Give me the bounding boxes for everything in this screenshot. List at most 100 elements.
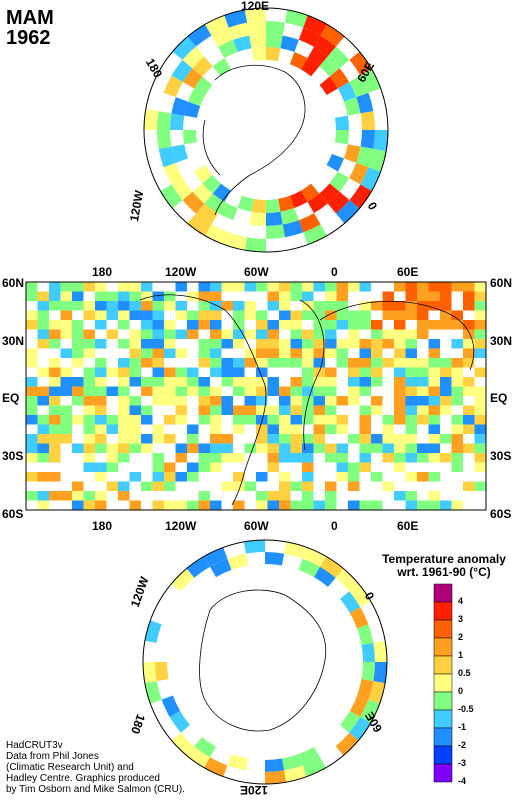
grid-cell xyxy=(164,291,176,301)
grid-cell xyxy=(428,282,440,292)
grid-cell xyxy=(313,329,325,339)
grid-cell xyxy=(267,500,279,510)
polar-cell xyxy=(155,662,169,682)
grid-cell xyxy=(152,434,164,444)
grid-cell xyxy=(405,472,417,482)
grid-cell xyxy=(198,396,210,406)
grid-cell xyxy=(106,453,118,463)
grid-cell xyxy=(210,282,222,292)
x-top-label-4: 0 xyxy=(331,265,338,279)
grid-cell xyxy=(394,320,406,330)
grid-cell xyxy=(313,301,325,311)
grid-cell xyxy=(106,462,118,472)
grid-cell xyxy=(313,396,325,406)
grid-cell xyxy=(106,310,118,320)
grid-cell xyxy=(394,491,406,501)
grid-cell xyxy=(440,500,452,510)
polar-cell xyxy=(243,540,265,554)
grid-cell xyxy=(26,320,38,330)
grid-cell xyxy=(26,405,38,415)
grid-cell xyxy=(336,320,348,330)
grid-cell xyxy=(302,386,314,396)
polar-cell xyxy=(237,195,254,212)
grid-cell xyxy=(474,301,486,311)
grid-cell xyxy=(175,348,187,358)
grid-cell xyxy=(95,367,107,377)
grid-cell xyxy=(371,443,383,453)
grid-cell xyxy=(175,329,187,339)
grid-cell xyxy=(37,301,49,311)
grid-cell xyxy=(256,472,268,482)
polar-cell xyxy=(224,232,248,251)
grid-cell xyxy=(198,415,210,425)
grid-cell xyxy=(256,396,268,406)
grid-cell xyxy=(405,301,417,311)
grid-cell xyxy=(118,367,130,377)
grid-cell xyxy=(175,415,187,425)
grid-cell xyxy=(313,386,325,396)
polar-cell xyxy=(326,153,344,172)
grid-cell xyxy=(417,396,429,406)
grid-cell xyxy=(405,500,417,510)
grid-cell xyxy=(371,500,383,510)
legend-title-line2: wrt. 1961-90 (°C) xyxy=(397,565,491,579)
polar-cell xyxy=(298,27,321,47)
grid-cell xyxy=(37,396,49,406)
grid-cell xyxy=(152,453,164,463)
grid-cell xyxy=(267,424,279,434)
grid-cell xyxy=(302,472,314,482)
grid-cell xyxy=(129,310,141,320)
grid-cell xyxy=(359,415,371,425)
grid-cell xyxy=(198,282,210,292)
south-polar-rim xyxy=(142,539,388,785)
grid-cell xyxy=(106,301,118,311)
grid-cell xyxy=(129,443,141,453)
grid-cell xyxy=(302,377,314,387)
grid-cell xyxy=(83,415,95,425)
grid-cell xyxy=(474,481,486,491)
grid-cell xyxy=(394,301,406,311)
grid-cell xyxy=(106,291,118,301)
grid-cell xyxy=(244,348,256,358)
grid-cell xyxy=(49,472,61,482)
grid-cell xyxy=(141,358,153,368)
grid-cell xyxy=(451,282,463,292)
x-top-label-2: 120W xyxy=(165,265,197,279)
x-bottom-label-3: 60W xyxy=(244,519,269,533)
grid-cell xyxy=(95,500,107,510)
polar-cell xyxy=(161,695,181,717)
grid-cell xyxy=(382,301,394,311)
grid-cell xyxy=(60,301,72,311)
grid-cell xyxy=(152,424,164,434)
grid-cell xyxy=(325,481,337,491)
polar-cell xyxy=(170,113,185,130)
grid-cell xyxy=(371,405,383,415)
grid-cell xyxy=(451,415,463,425)
grid-cell xyxy=(60,329,72,339)
polar-cell xyxy=(327,46,350,69)
grid-cell xyxy=(164,320,176,330)
grid-cell xyxy=(129,339,141,349)
credits-line-1: HadCRUT3v xyxy=(6,740,63,751)
grid-cell xyxy=(175,367,187,377)
grid-cell xyxy=(152,301,164,311)
grid-cell xyxy=(49,415,61,425)
polar-cell xyxy=(289,190,308,208)
polar-cell xyxy=(244,237,266,252)
grid-cell xyxy=(359,405,371,415)
grid-cell xyxy=(83,396,95,406)
grid-cell xyxy=(359,348,371,358)
grid-cell xyxy=(49,443,61,453)
grid-cell xyxy=(210,453,222,463)
grid-cell xyxy=(72,358,84,368)
grid-cell xyxy=(244,282,256,292)
grid-cell xyxy=(382,310,394,320)
x-top-label-5: 60E xyxy=(397,265,419,279)
grid-cell xyxy=(72,339,84,349)
grid-cell xyxy=(313,500,325,510)
polar-cell xyxy=(158,146,176,168)
grid-cell xyxy=(175,500,187,510)
grid-cell xyxy=(348,367,360,377)
grid-cell xyxy=(210,358,222,368)
